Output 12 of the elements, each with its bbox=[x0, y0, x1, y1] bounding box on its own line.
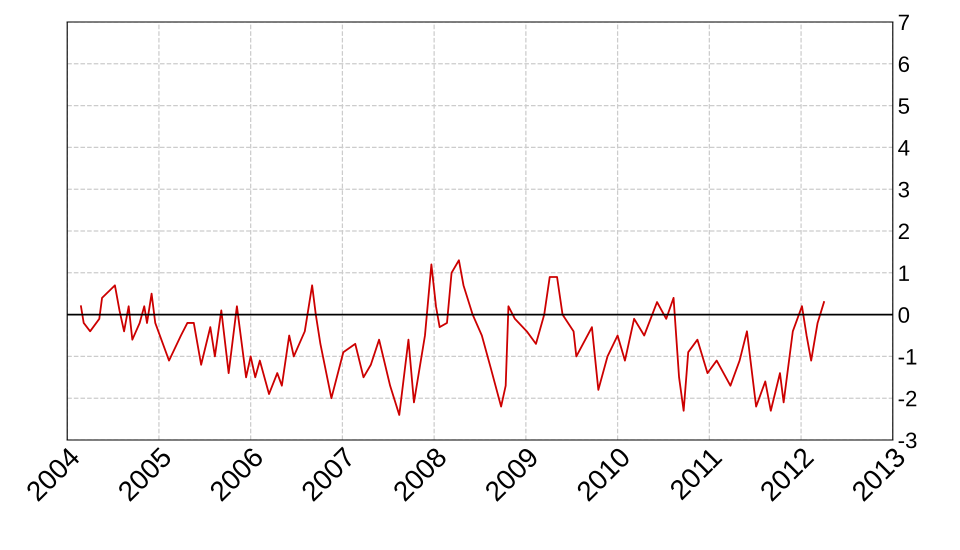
line-series bbox=[80, 259, 825, 416]
y-tick-label: 7 bbox=[898, 14, 909, 30]
y-tick-label: 4 bbox=[898, 140, 910, 156]
y-tick-label: 1 bbox=[899, 266, 909, 281]
y-tick-label: 3 bbox=[898, 182, 910, 198]
y-tick-label: -3 bbox=[898, 432, 916, 448]
y-tick-label: 0 bbox=[898, 307, 910, 323]
y-tick-label: 2 bbox=[898, 224, 909, 240]
y-tick-label: -2 bbox=[898, 390, 916, 406]
y-tick-label: 5 bbox=[898, 98, 910, 114]
y-tick-label: 6 bbox=[898, 56, 910, 72]
y-tick-label: -1 bbox=[898, 349, 916, 364]
